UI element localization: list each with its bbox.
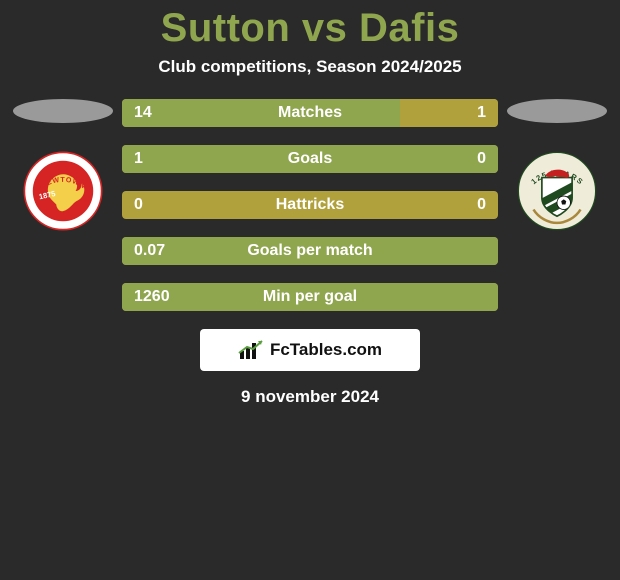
stats-column: 14Matches11Goals00Hattricks00.07Goals pe… xyxy=(118,99,502,311)
stat-label: Matches xyxy=(122,104,498,122)
stat-bar: 14Matches1 xyxy=(122,99,498,127)
bar-chart-icon xyxy=(238,339,264,361)
stat-bar: 0.07Goals per match xyxy=(122,237,498,265)
stat-bar: 1Goals0 xyxy=(122,145,498,173)
left-oval-shadow xyxy=(13,99,113,123)
stat-value-right: 0 xyxy=(477,196,486,214)
left-club-badge: 1875 NEWTOWN xyxy=(18,149,108,233)
fctables-logo: FcTables.com xyxy=(200,329,420,371)
stat-bar: 0Hattricks0 xyxy=(122,191,498,219)
comparison-date: 9 november 2024 xyxy=(241,387,379,407)
right-badge-column: 125 YEARS xyxy=(502,99,612,233)
right-oval-shadow xyxy=(507,99,607,123)
newtown-crest-icon: 1875 NEWTOWN xyxy=(18,149,108,233)
anniversary-crest-icon: 125 YEARS xyxy=(512,149,602,233)
stat-label: Goals xyxy=(122,150,498,168)
stat-value-right: 1 xyxy=(477,104,486,122)
page-title: Sutton vs Dafis xyxy=(161,6,460,51)
subtitle: Club competitions, Season 2024/2025 xyxy=(158,57,461,77)
right-club-badge: 125 YEARS xyxy=(512,149,602,233)
logo-text: FcTables.com xyxy=(270,340,382,360)
left-badge-column: 1875 NEWTOWN xyxy=(8,99,118,233)
stat-label: Goals per match xyxy=(122,242,498,260)
stat-bar: 1260Min per goal xyxy=(122,283,498,311)
stat-value-right: 0 xyxy=(477,150,486,168)
content-row: 1875 NEWTOWN 14Matches11Goals00Hattricks… xyxy=(0,99,620,311)
stat-label: Min per goal xyxy=(122,288,498,306)
stat-label: Hattricks xyxy=(122,196,498,214)
